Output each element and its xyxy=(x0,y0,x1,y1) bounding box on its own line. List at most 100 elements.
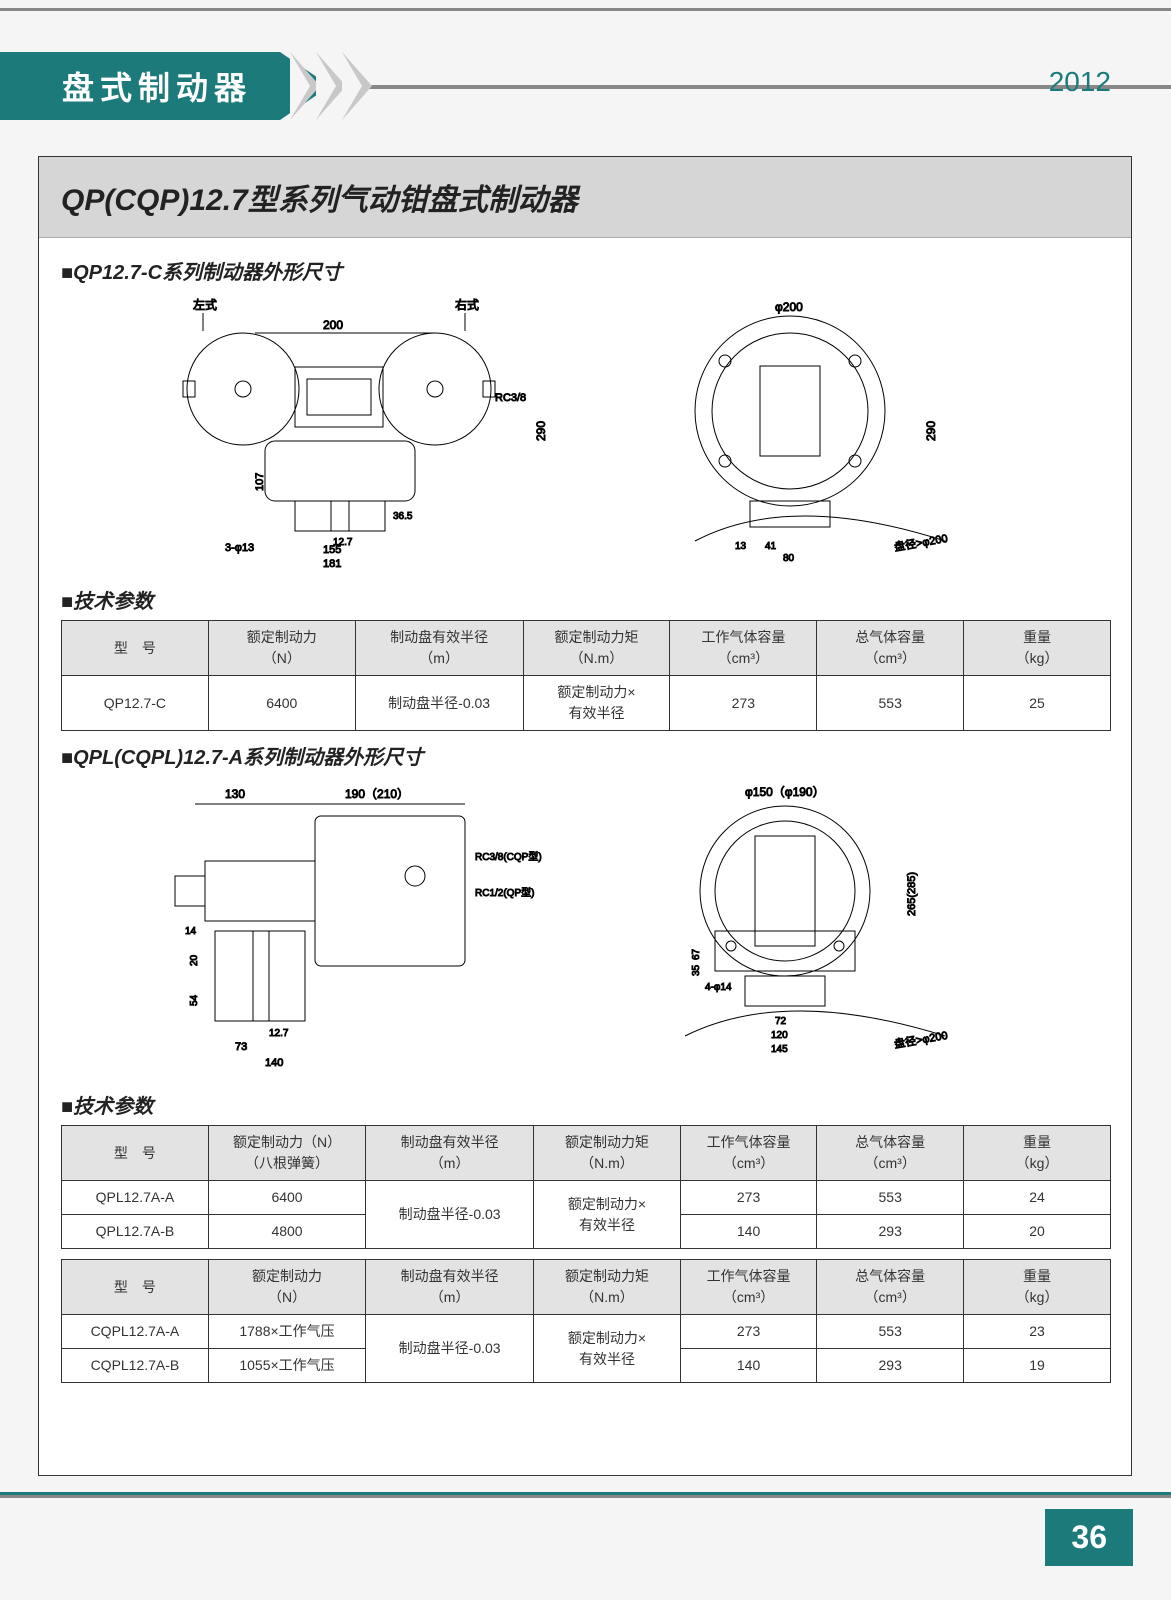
header-tab-label: 盘式制动器 xyxy=(62,63,252,109)
col-radius: 制动盘有效半径（m） xyxy=(366,1126,534,1181)
table-header-row: 型 号 额定制动力（N） 制动盘有效半径（m） 额定制动力矩（N.m） 工作气体… xyxy=(62,1260,1111,1315)
product-title-bar: QP(CQP)12.7型系列气动钳盘式制动器 xyxy=(39,157,1131,238)
cell-torque: 额定制动力×有效半径 xyxy=(534,1315,681,1383)
cell-workvol: 140 xyxy=(680,1349,816,1383)
svg-text:φ150（φ190）: φ150（φ190） xyxy=(745,785,825,799)
svg-text:120: 120 xyxy=(771,1030,788,1041)
svg-text:181: 181 xyxy=(323,558,341,570)
svg-text:145: 145 xyxy=(771,1044,788,1055)
cell-weight: 24 xyxy=(964,1181,1111,1215)
cell-model: QPL12.7A-A xyxy=(62,1181,209,1215)
svg-text:130: 130 xyxy=(225,787,245,801)
col-workvol: 工作气体容量（cm³） xyxy=(680,1260,816,1315)
col-weight: 重量（kg） xyxy=(964,1260,1111,1315)
cell-force: 1788×工作气压 xyxy=(208,1315,365,1349)
cell-totalvol: 553 xyxy=(817,676,964,731)
cell-radius: 制动盘半径-0.03 xyxy=(355,676,523,731)
cell-model: QPL12.7A-B xyxy=(62,1215,209,1249)
cell-model: QP12.7-C xyxy=(62,676,209,731)
col-model: 型 号 xyxy=(62,1260,209,1315)
svg-text:73: 73 xyxy=(235,1041,247,1053)
spec-table-1: 型 号 额定制动力（N） 制动盘有效半径（m） 额定制动力矩（N.m） 工作气体… xyxy=(61,620,1111,731)
col-weight: 重量（kg） xyxy=(964,621,1111,676)
side-view-diagram: φ200 290 13 41 80 盘径>φ200 xyxy=(635,291,1035,571)
side-view-diagram-2: φ150（φ190） 265(285) 67 35 4-φ14 72 120 1… xyxy=(615,776,1035,1076)
cell-weight: 23 xyxy=(964,1315,1111,1349)
params-heading-2: ■技术参数 xyxy=(61,1090,1109,1119)
table-row: QP12.7-C 6400 制动盘半径-0.03 额定制动力×有效半径 273 … xyxy=(62,676,1111,731)
svg-text:14: 14 xyxy=(185,926,197,937)
col-totalvol: 总气体容量（cm³） xyxy=(817,1126,964,1181)
col-force: 额定制动力（N） xyxy=(208,621,355,676)
section-qp12-7-c: ■QP12.7-C系列制动器外形尺寸 左式 右式 200 xyxy=(39,238,1131,1383)
bottom-rule xyxy=(0,1492,1171,1498)
svg-text:RC3/8(CQP型): RC3/8(CQP型) xyxy=(475,850,542,863)
col-torque: 额定制动力矩（N.m） xyxy=(534,1260,681,1315)
col-totalvol: 总气体容量（cm³） xyxy=(817,1260,964,1315)
col-weight: 重量（kg） xyxy=(964,1126,1111,1181)
page-header: 盘式制动器 2012 xyxy=(0,52,1171,120)
cell-workvol: 273 xyxy=(680,1181,816,1215)
cell-model: CQPL12.7A-B xyxy=(62,1349,209,1383)
svg-text:54: 54 xyxy=(189,994,200,1006)
product-title: QP(CQP)12.7型系列气动钳盘式制动器 xyxy=(61,184,578,217)
svg-text:265(285): 265(285) xyxy=(906,872,918,916)
diagram-row-1: 左式 右式 200 RC3/8 290 107 36.5 xyxy=(61,285,1109,579)
svg-text:φ200: φ200 xyxy=(775,300,803,314)
page-number: 36 xyxy=(1045,1509,1133,1566)
col-force: 额定制动力（N） xyxy=(208,1260,365,1315)
col-torque: 额定制动力矩（N.m） xyxy=(534,1126,681,1181)
section-heading-2: ■QPL(CQPL)12.7-A系列制动器外形尺寸 xyxy=(61,741,1109,770)
svg-text:4-φ14: 4-φ14 xyxy=(705,982,732,993)
svg-text:盘径>φ200: 盘径>φ200 xyxy=(893,1028,949,1051)
table-row: CQPL12.7A-A 1788×工作气压 制动盘半径-0.03 额定制动力×有… xyxy=(62,1315,1111,1349)
table-header-row: 型 号 额定制动力（N）（八根弹簧） 制动盘有效半径（m） 额定制动力矩（N.m… xyxy=(62,1126,1111,1181)
params-heading-1: ■技术参数 xyxy=(61,585,1109,614)
svg-text:190（210）: 190（210） xyxy=(345,787,409,801)
cell-torque: 额定制动力×有效半径 xyxy=(523,676,670,731)
header-tab: 盘式制动器 xyxy=(0,52,330,120)
cell-weight: 19 xyxy=(964,1349,1111,1383)
spec-table-2: 型 号 额定制动力（N）（八根弹簧） 制动盘有效半径（m） 额定制动力矩（N.m… xyxy=(61,1125,1111,1249)
cell-weight: 20 xyxy=(964,1215,1111,1249)
svg-text:290: 290 xyxy=(534,421,548,441)
col-model: 型 号 xyxy=(62,1126,209,1181)
svg-text:72: 72 xyxy=(775,1016,787,1027)
svg-text:20: 20 xyxy=(189,954,200,966)
cell-torque: 额定制动力×有效半径 xyxy=(534,1181,681,1249)
svg-text:41: 41 xyxy=(765,541,777,552)
svg-text:13: 13 xyxy=(735,541,747,552)
col-force: 额定制动力（N）（八根弹簧） xyxy=(208,1126,365,1181)
svg-text:RC1/2(QP型): RC1/2(QP型) xyxy=(475,886,534,899)
front-view-diagram: 左式 右式 200 RC3/8 290 107 36.5 xyxy=(135,291,575,571)
svg-text:盘径>φ200: 盘径>φ200 xyxy=(893,531,949,554)
svg-text:12.7: 12.7 xyxy=(269,1028,289,1039)
section-heading: ■QP12.7-C系列制动器外形尺寸 xyxy=(61,256,1109,285)
front-view-diagram-2: 130 190（210） RC3/8(CQP型) RC1/2(QP型) 14 2… xyxy=(135,776,555,1076)
col-workvol: 工作气体容量（cm³） xyxy=(670,621,817,676)
cell-totalvol: 553 xyxy=(817,1181,964,1215)
diagram-row-2: 130 190（210） RC3/8(CQP型) RC1/2(QP型) 14 2… xyxy=(61,770,1109,1084)
svg-text:155: 155 xyxy=(323,544,341,556)
table-row: QPL12.7A-A 6400 制动盘半径-0.03 额定制动力×有效半径 27… xyxy=(62,1181,1111,1215)
col-workvol: 工作气体容量（cm³） xyxy=(680,1126,816,1181)
cell-radius: 制动盘半径-0.03 xyxy=(366,1181,534,1249)
svg-text:140: 140 xyxy=(265,1057,283,1069)
year-label: 2012 xyxy=(1049,66,1111,98)
spec-table-3: 型 号 额定制动力（N） 制动盘有效半径（m） 额定制动力矩（N.m） 工作气体… xyxy=(61,1259,1111,1383)
col-model: 型 号 xyxy=(62,621,209,676)
cell-totalvol: 293 xyxy=(817,1349,964,1383)
svg-text:290: 290 xyxy=(924,421,938,441)
svg-text:67: 67 xyxy=(691,948,702,960)
col-totalvol: 总气体容量（cm³） xyxy=(817,621,964,676)
cell-force: 6400 xyxy=(208,1181,365,1215)
svg-text:RC3/8: RC3/8 xyxy=(495,392,526,404)
cell-force: 1055×工作气压 xyxy=(208,1349,365,1383)
svg-text:3-φ13: 3-φ13 xyxy=(225,542,254,554)
svg-text:107: 107 xyxy=(254,473,266,491)
cell-model: CQPL12.7A-A xyxy=(62,1315,209,1349)
top-rule xyxy=(0,8,1171,11)
svg-text:36.5: 36.5 xyxy=(393,511,413,522)
col-radius: 制动盘有效半径（m） xyxy=(366,1260,534,1315)
content-frame: QP(CQP)12.7型系列气动钳盘式制动器 ■QP12.7-C系列制动器外形尺… xyxy=(38,156,1132,1476)
